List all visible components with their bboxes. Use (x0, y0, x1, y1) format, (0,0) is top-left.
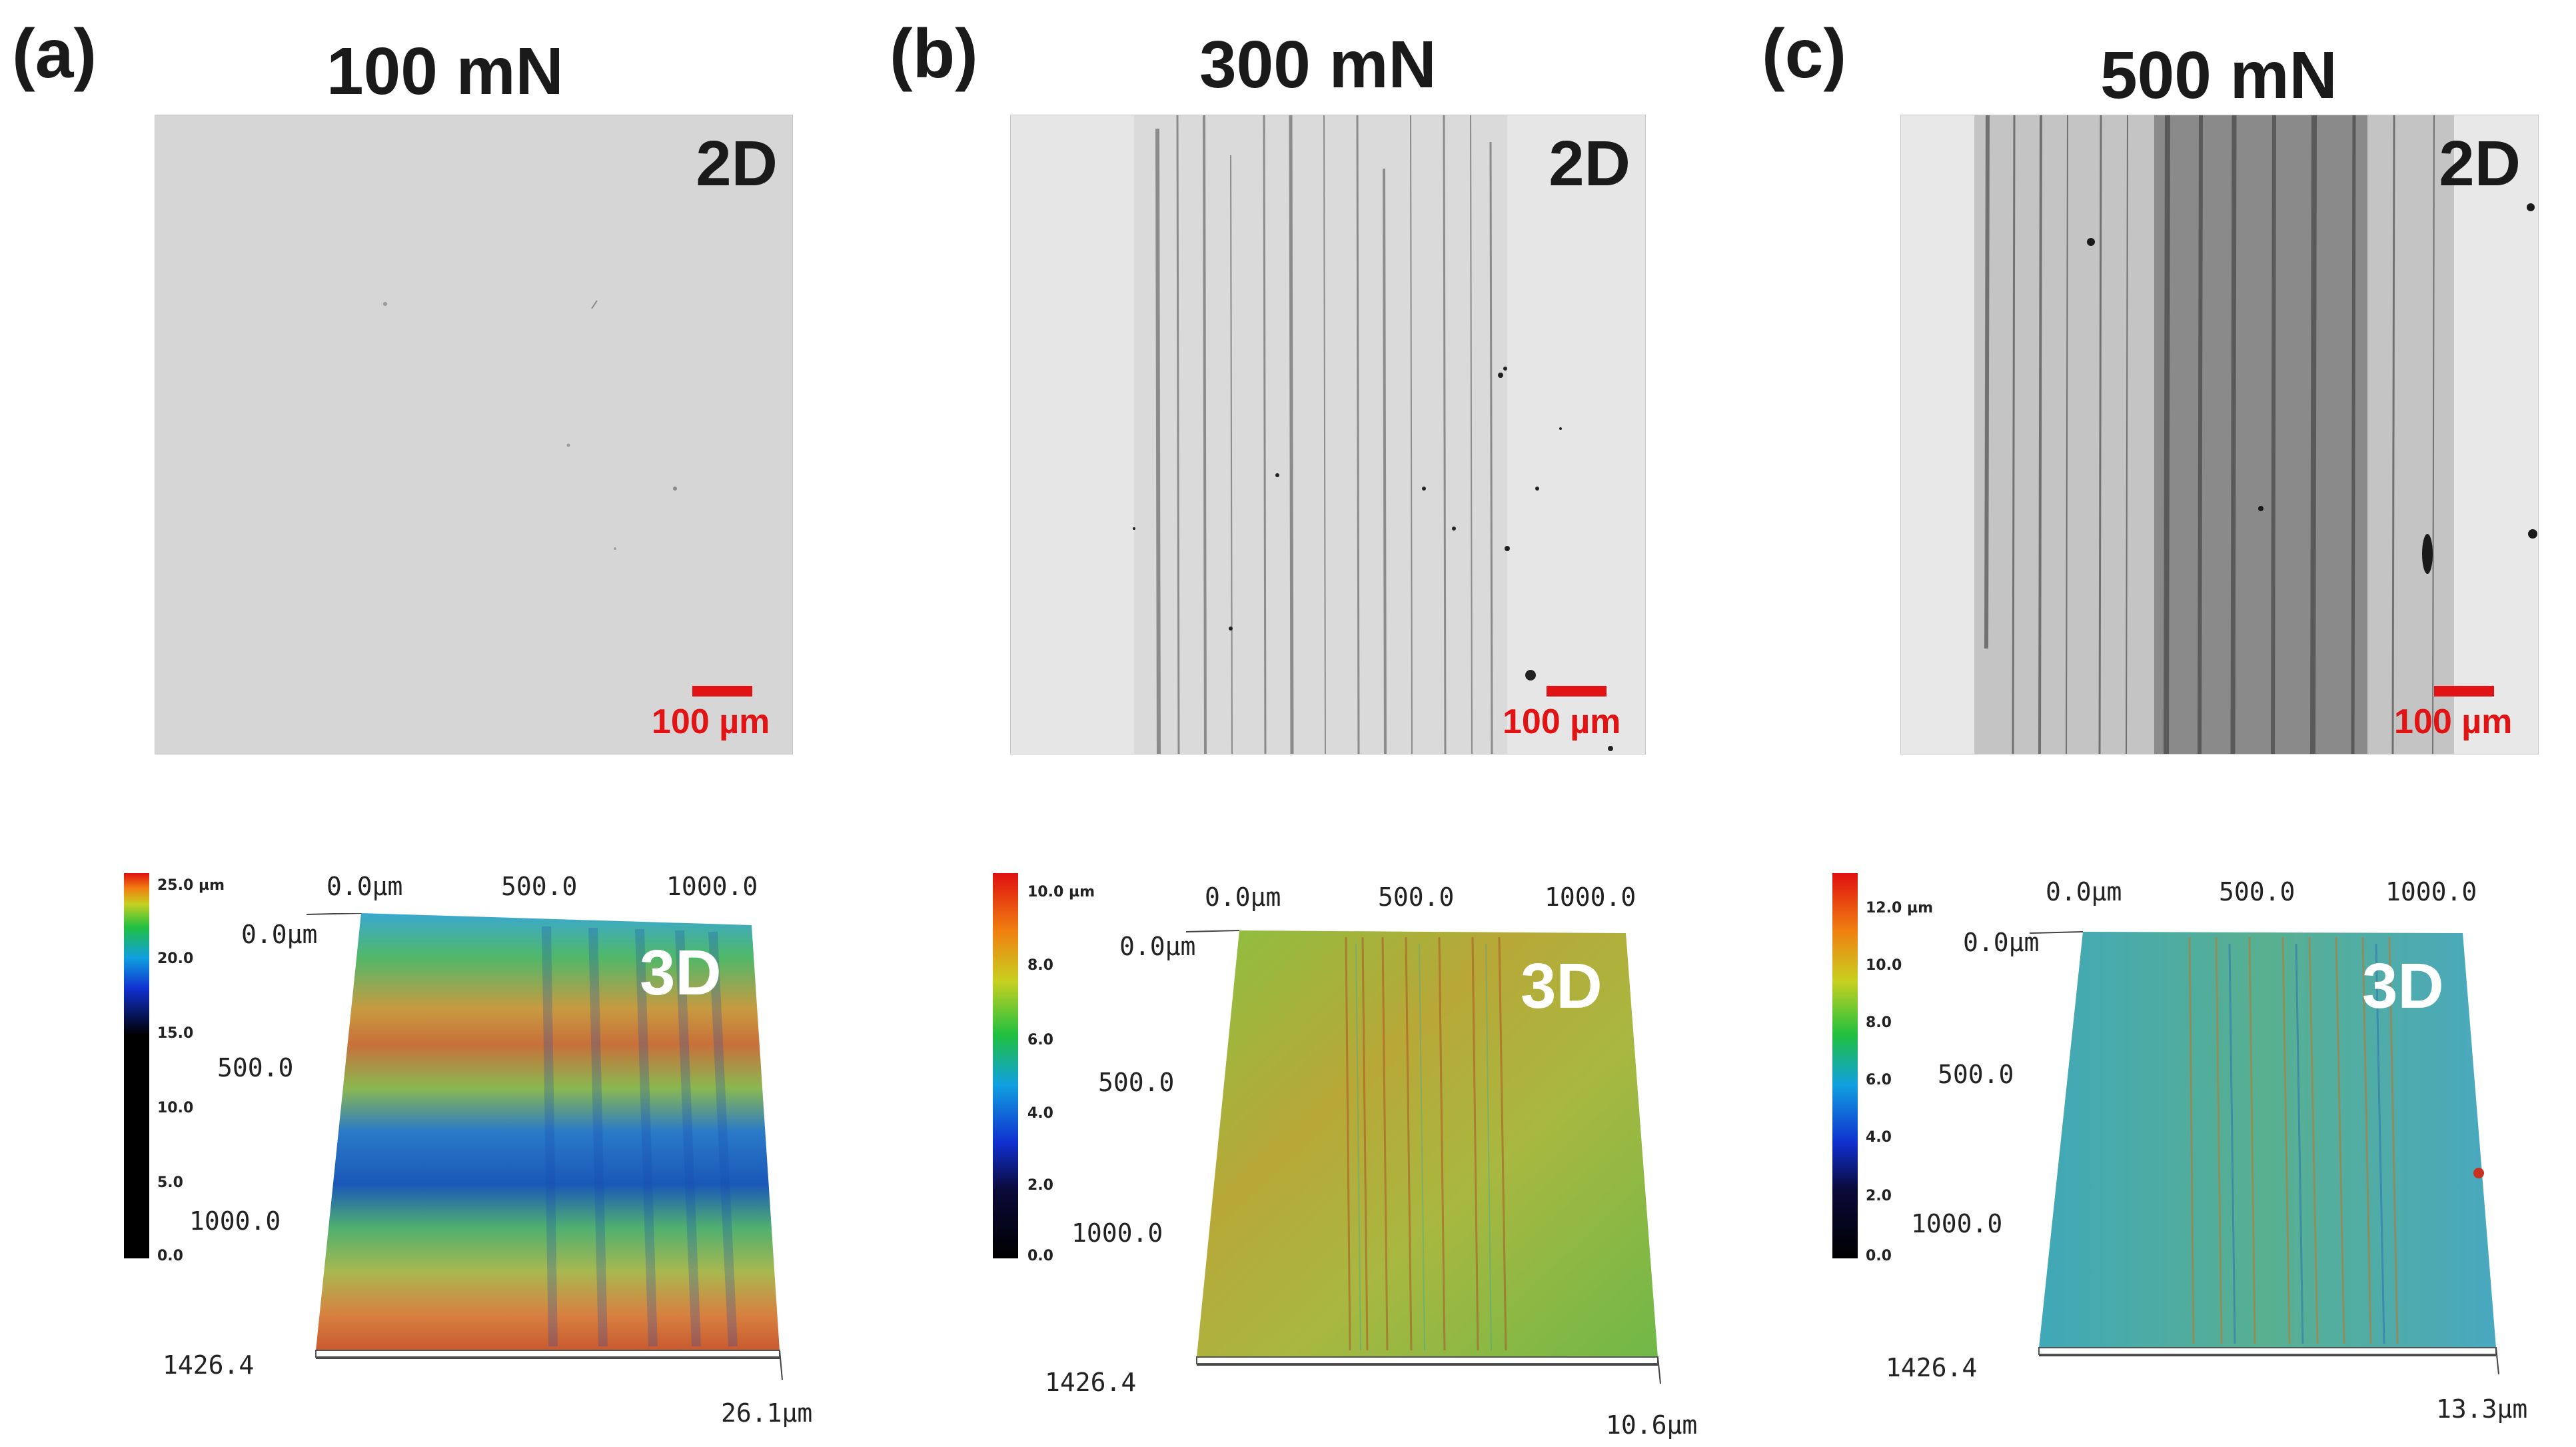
panel-b-ytick: 1000.0 (1071, 1218, 1163, 1248)
panel-c-colorbar-fill (1832, 873, 1858, 1258)
panel-c-micrograph-texture (1901, 115, 2538, 754)
panel-c-scale-text: 100 µm (2394, 703, 2513, 741)
panel-c-scale-bar (2434, 686, 2494, 697)
panel-a-corner-label: 1426.4 (163, 1350, 255, 1380)
panel-c-cbar-tick: 12.0 µm (1866, 900, 1934, 916)
panel-b-scale-bar (1547, 686, 1607, 697)
panel-b-xtick: 0.0µm (1205, 882, 1281, 912)
panel-a-cbar-tick: 15.0 (157, 1025, 194, 1042)
panel-b-cbar-tick: 2.0 (1027, 1177, 1053, 1194)
panel-b-ytick: 500.0 (1098, 1068, 1175, 1097)
panel-a-scale-text: 100 µm (652, 703, 770, 741)
panel-c-corner-label: 1426.4 (1886, 1353, 1978, 1382)
panel-b-2d-label: 2D (1549, 128, 1630, 199)
panel-c-2d-label: 2D (2439, 128, 2521, 199)
panel-c-xtick: 0.0µm (2046, 877, 2122, 906)
panel-b-cbar-tick: 10.0 µm (1027, 884, 1095, 900)
panel-a-xtick: 500.0 (501, 872, 578, 901)
panel-c-cbar-tick: 10.0 (1866, 957, 1902, 974)
panel-a-cbar-tick: 5.0 (157, 1174, 183, 1191)
panel-c-colorbar (1832, 873, 1858, 1258)
panel-c-3d-label: 3D (2362, 950, 2444, 1022)
panel-c-xtick: 500.0 (2219, 877, 2295, 906)
panel-a-zmax-label: 26.1µm (721, 1398, 813, 1428)
panel-c-cbar-tick: 4.0 (1866, 1129, 1892, 1146)
panel-b-cbar-tick: 0.0 (1027, 1248, 1053, 1264)
panel-c-cbar-tick: 8.0 (1866, 1014, 1892, 1031)
panel-a-micrograph: 2D 100 µm (155, 115, 793, 754)
panel-a-2d-label: 2D (696, 128, 778, 199)
panel-a-colorbar (124, 873, 149, 1258)
panel-a-scale-bar (692, 686, 752, 697)
panel-a-cbar-tick: 10.0 (157, 1100, 194, 1116)
panel-c-load-title: 500 mN (2100, 38, 2337, 113)
panel-a-letter: (a) (12, 15, 97, 93)
panel-c-cbar-tick: 0.0 (1866, 1248, 1892, 1264)
panel-b-3d-label: 3D (1521, 950, 1603, 1022)
panel-c-letter: (c) (1762, 15, 1847, 93)
panel-a-cbar-tick: 20.0 (157, 950, 194, 967)
panel-b-xtick: 500.0 (1378, 882, 1455, 912)
panel-a-cbar-tick: 25.0 µm (157, 877, 225, 894)
panel-a-cbar-tick: 0.0 (157, 1248, 183, 1264)
panel-b-micrograph-texture (1011, 115, 1645, 754)
panel-c-xtick: 1000.0 (2385, 877, 2477, 906)
panel-a-micrograph-texture (155, 115, 792, 754)
panel-b-micrograph: 2D 100 µm (1010, 115, 1646, 754)
panel-b-colorbar-fill (993, 873, 1018, 1258)
panel-c-cbar-tick: 2.0 (1866, 1188, 1892, 1204)
panel-a-load-title: 100 mN (326, 34, 564, 109)
panel-c-micrograph: 2D 100 µm (1900, 115, 2539, 754)
panel-b-letter: (b) (890, 15, 978, 93)
panel-b-ytick: 0.0µm (1119, 932, 1196, 961)
panel-b-cbar-tick: 6.0 (1027, 1032, 1053, 1048)
panel-a-3d-label: 3D (640, 937, 722, 1008)
panel-b-cbar-tick: 4.0 (1027, 1105, 1053, 1122)
panel-a-ytick: 1000.0 (189, 1206, 281, 1236)
panel-b-colorbar (993, 873, 1018, 1258)
panel-c-zmax-label: 13.3µm (2436, 1394, 2528, 1424)
panel-c-ytick: 1000.0 (1911, 1209, 2003, 1238)
panel-b-corner-label: 1426.4 (1045, 1368, 1137, 1397)
panel-c-ytick: 500.0 (1938, 1060, 2014, 1089)
panel-c-ytick: 0.0µm (1963, 928, 2040, 957)
panel-b-xtick: 1000.0 (1545, 882, 1636, 912)
panel-b-3d-surface (1186, 930, 1661, 1384)
panel-b-zmax-label: 10.6µm (1606, 1410, 1698, 1440)
panel-b-load-title: 300 mN (1199, 27, 1437, 102)
panel-a-ytick: 0.0µm (241, 920, 318, 949)
panel-c-3d-surface (2030, 931, 2499, 1375)
panel-a-3d-surface (307, 913, 783, 1380)
panel-a-xtick: 1000.0 (666, 872, 758, 901)
panel-a-ytick: 500.0 (217, 1053, 294, 1082)
panel-a-xtick: 0.0µm (326, 872, 403, 901)
panel-b-scale-text: 100 µm (1503, 703, 1621, 741)
panel-c-cbar-tick: 6.0 (1866, 1072, 1892, 1088)
panel-b-cbar-tick: 8.0 (1027, 957, 1053, 974)
